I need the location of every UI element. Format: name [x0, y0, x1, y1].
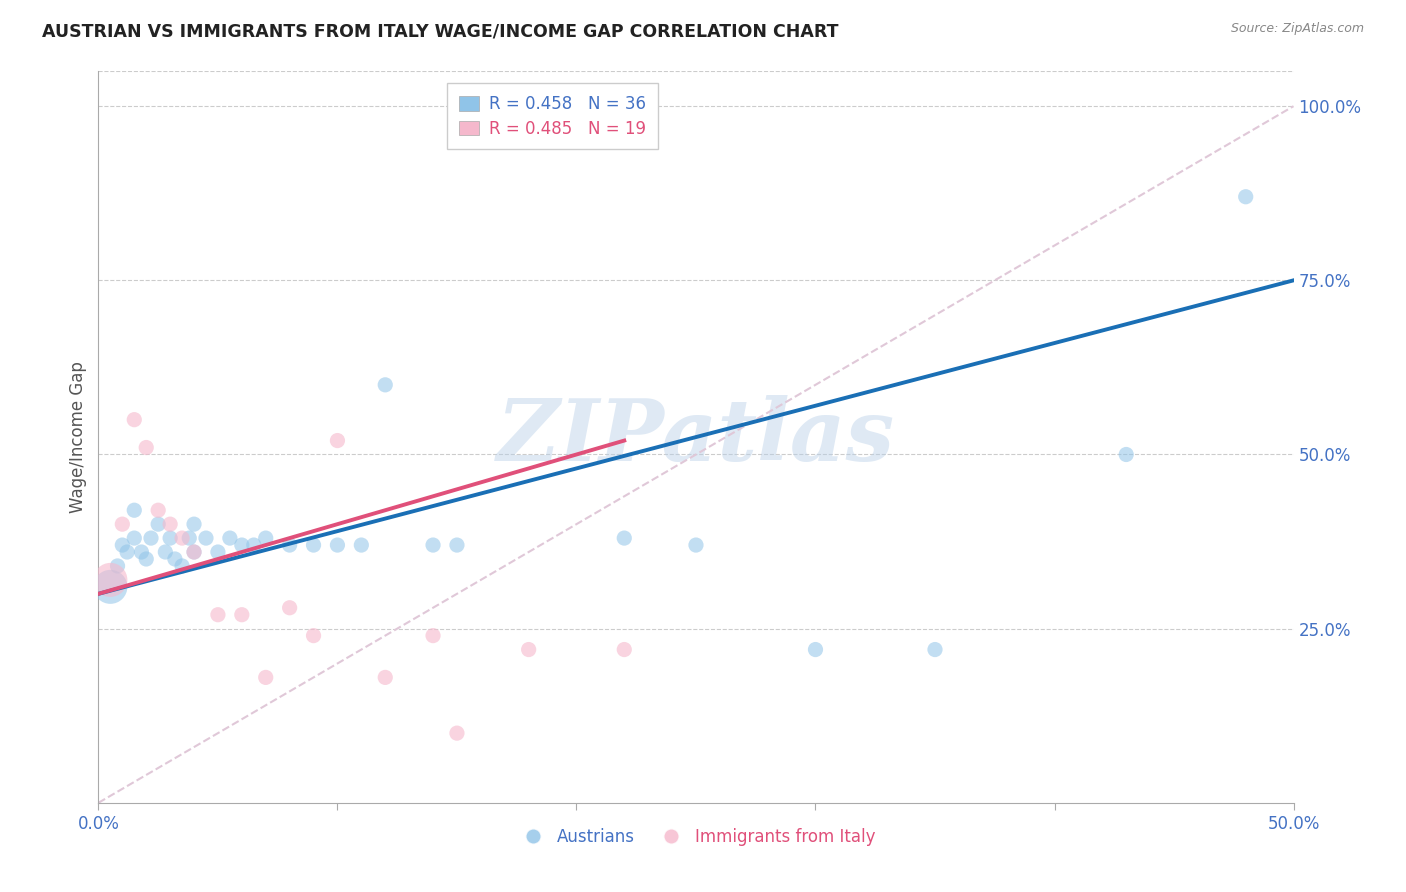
Point: [685, 538, 707, 552]
Point: [207, 607, 229, 622]
Point: [517, 642, 540, 657]
Point: [148, 503, 170, 517]
Point: [172, 531, 194, 545]
Point: [422, 629, 444, 643]
Point: [446, 538, 468, 552]
Legend: Austrians, Immigrants from Italy: Austrians, Immigrants from Italy: [510, 822, 882, 853]
Point: [183, 545, 205, 559]
Point: [139, 531, 162, 545]
Point: [804, 642, 827, 657]
Point: [302, 629, 325, 643]
Point: [207, 545, 229, 559]
Point: [924, 642, 946, 657]
Point: [374, 670, 396, 684]
Point: [172, 558, 194, 573]
Point: [107, 558, 129, 573]
Point: [350, 538, 373, 552]
Point: [124, 503, 146, 517]
Point: [195, 531, 218, 545]
Y-axis label: Wage/Income Gap: Wage/Income Gap: [69, 361, 87, 513]
Point: [613, 531, 636, 545]
Point: [183, 517, 205, 532]
Text: ZIPatlas: ZIPatlas: [496, 395, 896, 479]
Point: [124, 531, 146, 545]
Point: [135, 552, 157, 566]
Point: [374, 377, 396, 392]
Point: [231, 538, 253, 552]
Point: [231, 607, 253, 622]
Point: [163, 552, 186, 566]
Text: AUSTRIAN VS IMMIGRANTS FROM ITALY WAGE/INCOME GAP CORRELATION CHART: AUSTRIAN VS IMMIGRANTS FROM ITALY WAGE/I…: [42, 22, 839, 40]
Point: [159, 517, 181, 532]
Point: [124, 412, 146, 426]
Point: [98, 580, 122, 594]
Point: [446, 726, 468, 740]
Point: [115, 545, 138, 559]
Point: [219, 531, 242, 545]
Point: [135, 441, 157, 455]
Point: [183, 545, 205, 559]
Point: [278, 600, 301, 615]
Point: [613, 642, 636, 657]
Point: [111, 538, 134, 552]
Point: [278, 538, 301, 552]
Point: [155, 545, 177, 559]
Point: [254, 670, 277, 684]
Text: Source: ZipAtlas.com: Source: ZipAtlas.com: [1230, 22, 1364, 36]
Point: [422, 538, 444, 552]
Point: [179, 531, 201, 545]
Point: [131, 545, 153, 559]
Point: [159, 531, 181, 545]
Point: [1234, 190, 1257, 204]
Point: [148, 517, 170, 532]
Point: [326, 538, 349, 552]
Point: [98, 573, 122, 587]
Point: [111, 517, 134, 532]
Point: [326, 434, 349, 448]
Point: [254, 531, 277, 545]
Point: [1115, 448, 1137, 462]
Point: [243, 538, 266, 552]
Point: [302, 538, 325, 552]
